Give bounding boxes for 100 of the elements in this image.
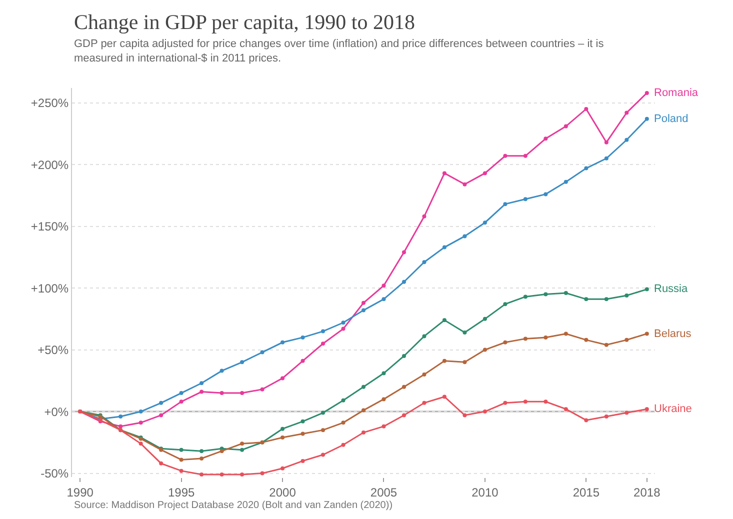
point	[544, 192, 548, 196]
point	[362, 308, 366, 312]
point	[138, 442, 143, 446]
point	[300, 358, 305, 363]
point	[624, 410, 629, 415]
point	[382, 297, 386, 302]
x-tick-label: 2015	[572, 485, 600, 500]
point	[442, 171, 446, 176]
point	[584, 297, 588, 302]
point	[260, 471, 264, 476]
point	[482, 316, 487, 321]
x-tick-label: 2005	[370, 485, 398, 500]
point	[644, 332, 649, 336]
point	[321, 428, 326, 432]
point	[220, 391, 224, 396]
point	[584, 418, 588, 422]
point	[300, 335, 305, 340]
point	[462, 182, 467, 186]
y-tick-label: +250%	[30, 96, 69, 110]
point	[503, 400, 508, 405]
point	[159, 461, 164, 466]
point	[624, 338, 629, 342]
point	[564, 407, 568, 412]
point	[280, 435, 285, 440]
point	[240, 360, 244, 364]
point	[624, 110, 629, 115]
point	[584, 106, 588, 111]
series-label: Russia	[654, 283, 689, 295]
point	[584, 166, 588, 170]
series-label: Poland	[654, 113, 688, 125]
point	[260, 350, 264, 354]
point	[138, 410, 143, 414]
point	[362, 408, 366, 412]
point	[604, 297, 608, 302]
point	[422, 214, 426, 218]
point	[179, 400, 184, 404]
point	[280, 340, 285, 344]
point	[200, 381, 204, 386]
point	[402, 250, 406, 254]
point	[462, 234, 467, 238]
point	[462, 330, 467, 335]
point	[544, 400, 548, 404]
point	[300, 432, 305, 436]
point	[240, 448, 244, 452]
point	[422, 372, 426, 376]
point	[280, 466, 285, 470]
x-tick-label: 2010	[472, 485, 499, 500]
point	[402, 280, 406, 284]
point	[280, 426, 285, 431]
point	[503, 340, 508, 344]
point	[503, 154, 508, 158]
point	[503, 302, 508, 306]
point	[341, 442, 346, 447]
point	[138, 420, 143, 425]
point	[321, 329, 326, 334]
point	[179, 448, 184, 452]
point	[442, 245, 446, 250]
x-tick-label: 1995	[168, 485, 195, 500]
point	[382, 284, 386, 288]
point	[523, 294, 528, 299]
source-note: Source: Maddison Project Database 2020 (Bolt and van Zanden (2020))	[74, 500, 393, 511]
point	[300, 458, 305, 463]
point	[523, 154, 528, 158]
point	[604, 140, 608, 144]
point	[220, 368, 224, 373]
point	[280, 376, 285, 380]
point	[482, 410, 487, 414]
point	[179, 458, 184, 462]
point	[422, 400, 426, 405]
point	[482, 220, 487, 225]
point	[341, 420, 346, 425]
point	[382, 424, 386, 428]
y-tick-label: +100%	[30, 281, 69, 296]
point	[564, 180, 568, 184]
point	[604, 414, 608, 418]
point	[442, 318, 446, 322]
point	[604, 156, 608, 160]
series-label: Romania	[654, 87, 699, 99]
point	[644, 407, 649, 412]
point	[523, 400, 528, 404]
y-tick-label: -50%	[40, 466, 69, 480]
point	[200, 472, 204, 477]
point	[644, 287, 649, 292]
point	[442, 394, 446, 399]
point	[482, 171, 487, 176]
point	[382, 397, 386, 402]
point	[200, 456, 204, 460]
point	[564, 291, 568, 295]
point	[321, 410, 326, 415]
point	[422, 334, 426, 338]
point	[240, 472, 244, 477]
x-tick-label: 2000	[269, 485, 296, 500]
point	[564, 124, 568, 128]
point	[341, 320, 346, 325]
point	[362, 384, 366, 389]
point	[300, 419, 305, 424]
x-tick-label: 2018	[634, 485, 661, 500]
point	[462, 360, 467, 364]
point	[362, 430, 366, 435]
y-tick-label: +0%	[44, 404, 69, 419]
